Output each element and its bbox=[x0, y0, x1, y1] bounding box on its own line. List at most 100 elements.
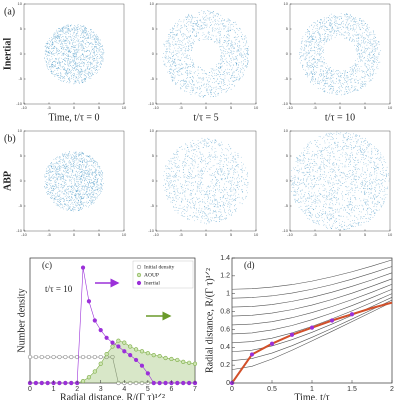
particle bbox=[193, 28, 195, 30]
particle bbox=[95, 37, 97, 38]
particle bbox=[377, 41, 379, 43]
particle bbox=[65, 41, 67, 43]
particle bbox=[185, 56, 187, 58]
particle bbox=[172, 32, 174, 33]
particle bbox=[70, 61, 72, 62]
particle bbox=[221, 82, 223, 83]
particle bbox=[63, 171, 64, 172]
particle bbox=[322, 77, 324, 79]
particle bbox=[206, 17, 208, 19]
particle bbox=[216, 72, 217, 74]
particle bbox=[203, 17, 204, 19]
particle bbox=[78, 28, 80, 30]
particle bbox=[204, 19, 206, 21]
particle bbox=[97, 38, 98, 39]
particle bbox=[193, 84, 195, 85]
particle bbox=[97, 179, 98, 181]
particle bbox=[329, 70, 330, 71]
particle bbox=[77, 58, 79, 59]
particle bbox=[355, 78, 357, 80]
particle bbox=[241, 56, 242, 57]
particle bbox=[69, 36, 71, 38]
particle bbox=[98, 41, 99, 43]
particle bbox=[75, 192, 77, 194]
particle bbox=[56, 176, 58, 178]
particle bbox=[83, 180, 85, 182]
particle bbox=[91, 67, 93, 68]
particle bbox=[85, 166, 87, 168]
particle bbox=[204, 17, 206, 18]
particle bbox=[330, 88, 331, 90]
particle bbox=[192, 87, 193, 89]
particle bbox=[79, 153, 80, 155]
particle bbox=[230, 43, 232, 45]
particle bbox=[78, 35, 79, 37]
particle bbox=[227, 72, 229, 73]
particle bbox=[371, 48, 373, 50]
particle bbox=[66, 38, 68, 40]
particle bbox=[78, 165, 80, 167]
particle bbox=[76, 205, 77, 207]
particle-cloud bbox=[162, 10, 250, 98]
particle bbox=[74, 153, 76, 155]
particle bbox=[53, 189, 54, 191]
particle bbox=[68, 43, 70, 44]
particle bbox=[71, 46, 73, 48]
particle bbox=[321, 26, 323, 27]
particle bbox=[307, 64, 308, 65]
particle bbox=[208, 75, 210, 76]
particle bbox=[81, 175, 82, 177]
particle bbox=[206, 15, 208, 17]
particle bbox=[208, 35, 210, 37]
particle bbox=[344, 14, 345, 15]
particle bbox=[191, 79, 192, 80]
particle bbox=[193, 39, 194, 41]
particle bbox=[207, 32, 209, 33]
particle bbox=[342, 83, 343, 84]
particle bbox=[92, 201, 94, 202]
particle bbox=[365, 38, 366, 39]
particle bbox=[302, 55, 303, 57]
particle bbox=[74, 38, 75, 40]
particle bbox=[70, 61, 72, 63]
particle bbox=[305, 32, 307, 33]
particle bbox=[171, 66, 173, 68]
particle bbox=[232, 72, 234, 74]
particle bbox=[80, 188, 82, 189]
particle bbox=[366, 70, 368, 71]
particle bbox=[188, 15, 190, 17]
particle bbox=[56, 181, 57, 183]
particle bbox=[81, 44, 83, 46]
particle bbox=[70, 164, 71, 166]
particle bbox=[75, 181, 77, 183]
particle bbox=[51, 48, 53, 50]
particle bbox=[192, 76, 193, 78]
particle bbox=[85, 29, 86, 31]
particle bbox=[204, 95, 206, 96]
particle bbox=[227, 44, 228, 46]
particle bbox=[220, 55, 222, 57]
particle bbox=[320, 26, 322, 28]
particle bbox=[176, 50, 178, 52]
particle bbox=[102, 172, 104, 173]
particle bbox=[84, 187, 86, 188]
particle bbox=[354, 68, 355, 70]
particle bbox=[225, 37, 227, 39]
particle bbox=[230, 77, 232, 79]
particle bbox=[68, 50, 70, 52]
particle bbox=[49, 66, 50, 68]
particle bbox=[316, 43, 318, 45]
particle bbox=[317, 31, 318, 33]
particle bbox=[164, 63, 166, 65]
particle bbox=[84, 28, 86, 30]
particle bbox=[346, 77, 348, 79]
particle bbox=[83, 50, 85, 51]
particle bbox=[80, 34, 82, 36]
particle bbox=[222, 50, 224, 51]
particle bbox=[102, 45, 104, 46]
particle bbox=[94, 187, 96, 189]
particle bbox=[192, 64, 193, 66]
particle bbox=[345, 26, 347, 28]
particle bbox=[67, 36, 69, 38]
particle bbox=[355, 64, 357, 66]
